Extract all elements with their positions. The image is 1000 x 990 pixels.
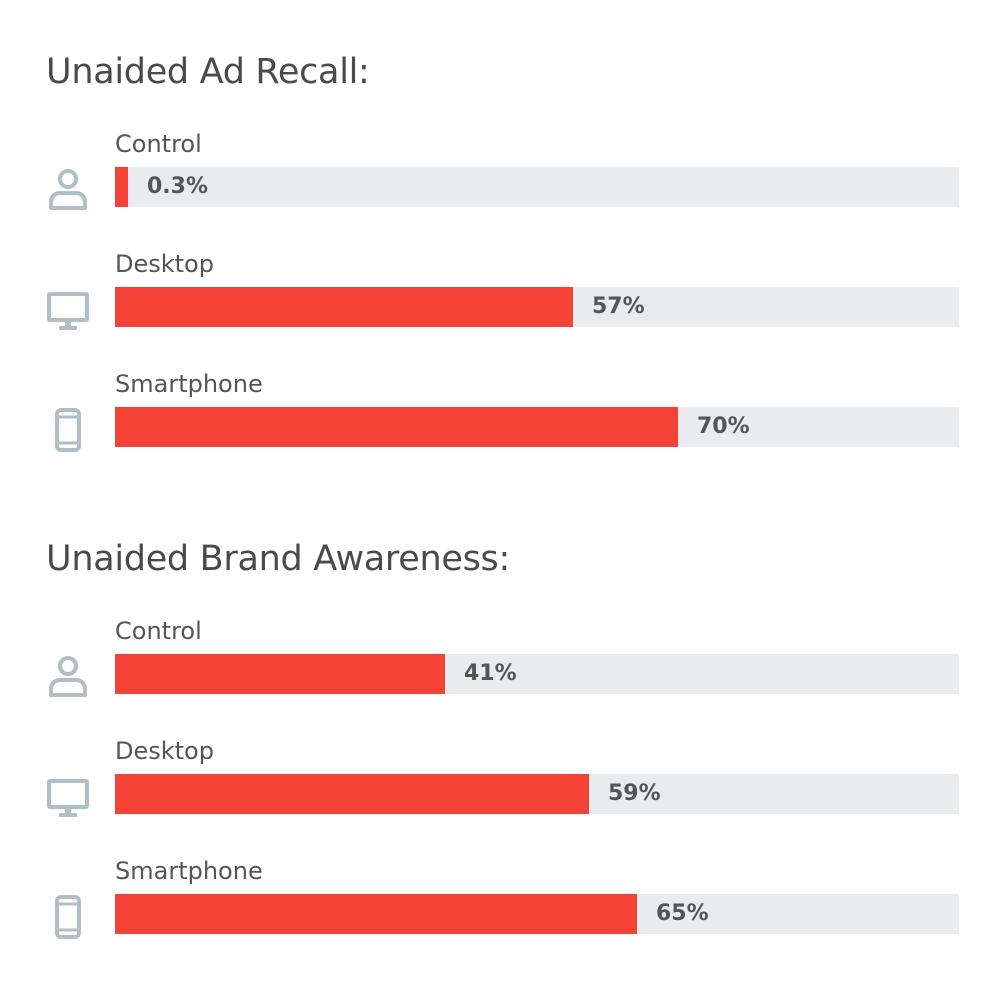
section-ad-recall-row-control: Control 0.3%	[0, 132, 1000, 232]
desktop-icon	[44, 286, 92, 334]
bar-track: 41%	[115, 654, 959, 694]
bar-value-label: 70%	[697, 414, 750, 439]
category-label: Desktop	[115, 737, 214, 765]
bar-track: 57%	[115, 287, 959, 327]
category-label: Control	[115, 130, 202, 158]
bar-value-label: 57%	[592, 294, 645, 319]
section-ad-recall-title: Unaided Ad Recall:	[46, 52, 370, 92]
smartphone-icon	[44, 893, 92, 941]
section-ad-recall-row-desktop: Desktop 57%	[0, 252, 1000, 352]
person-icon	[44, 166, 92, 214]
bar-track: 70%	[115, 407, 959, 447]
bar	[115, 167, 128, 207]
category-label: Smartphone	[115, 857, 263, 885]
category-label: Control	[115, 617, 202, 645]
category-label: Desktop	[115, 250, 214, 278]
desktop-icon	[44, 773, 92, 821]
bar	[115, 407, 678, 447]
bar-value-label: 65%	[656, 901, 709, 926]
section-brand-awareness-row-control: Control 41%	[0, 619, 1000, 719]
bar-track: 65%	[115, 894, 959, 934]
bar	[115, 894, 637, 934]
bar	[115, 774, 589, 814]
section-ad-recall-row-smartphone: Smartphone 70%	[0, 372, 1000, 472]
bar	[115, 654, 445, 694]
bar	[115, 287, 573, 327]
person-icon	[44, 653, 92, 701]
section-brand-awareness-row-smartphone: Smartphone 65%	[0, 859, 1000, 959]
bar-value-label: 59%	[608, 781, 661, 806]
bar-value-label: 41%	[464, 661, 517, 686]
section-brand-awareness-row-desktop: Desktop 59%	[0, 739, 1000, 839]
bar-track: 59%	[115, 774, 959, 814]
bar-value-label: 0.3%	[147, 174, 209, 199]
section-brand-awareness-title: Unaided Brand Awareness:	[46, 539, 510, 579]
category-label: Smartphone	[115, 370, 263, 398]
bar-track: 0.3%	[115, 167, 959, 207]
smartphone-icon	[44, 406, 92, 454]
